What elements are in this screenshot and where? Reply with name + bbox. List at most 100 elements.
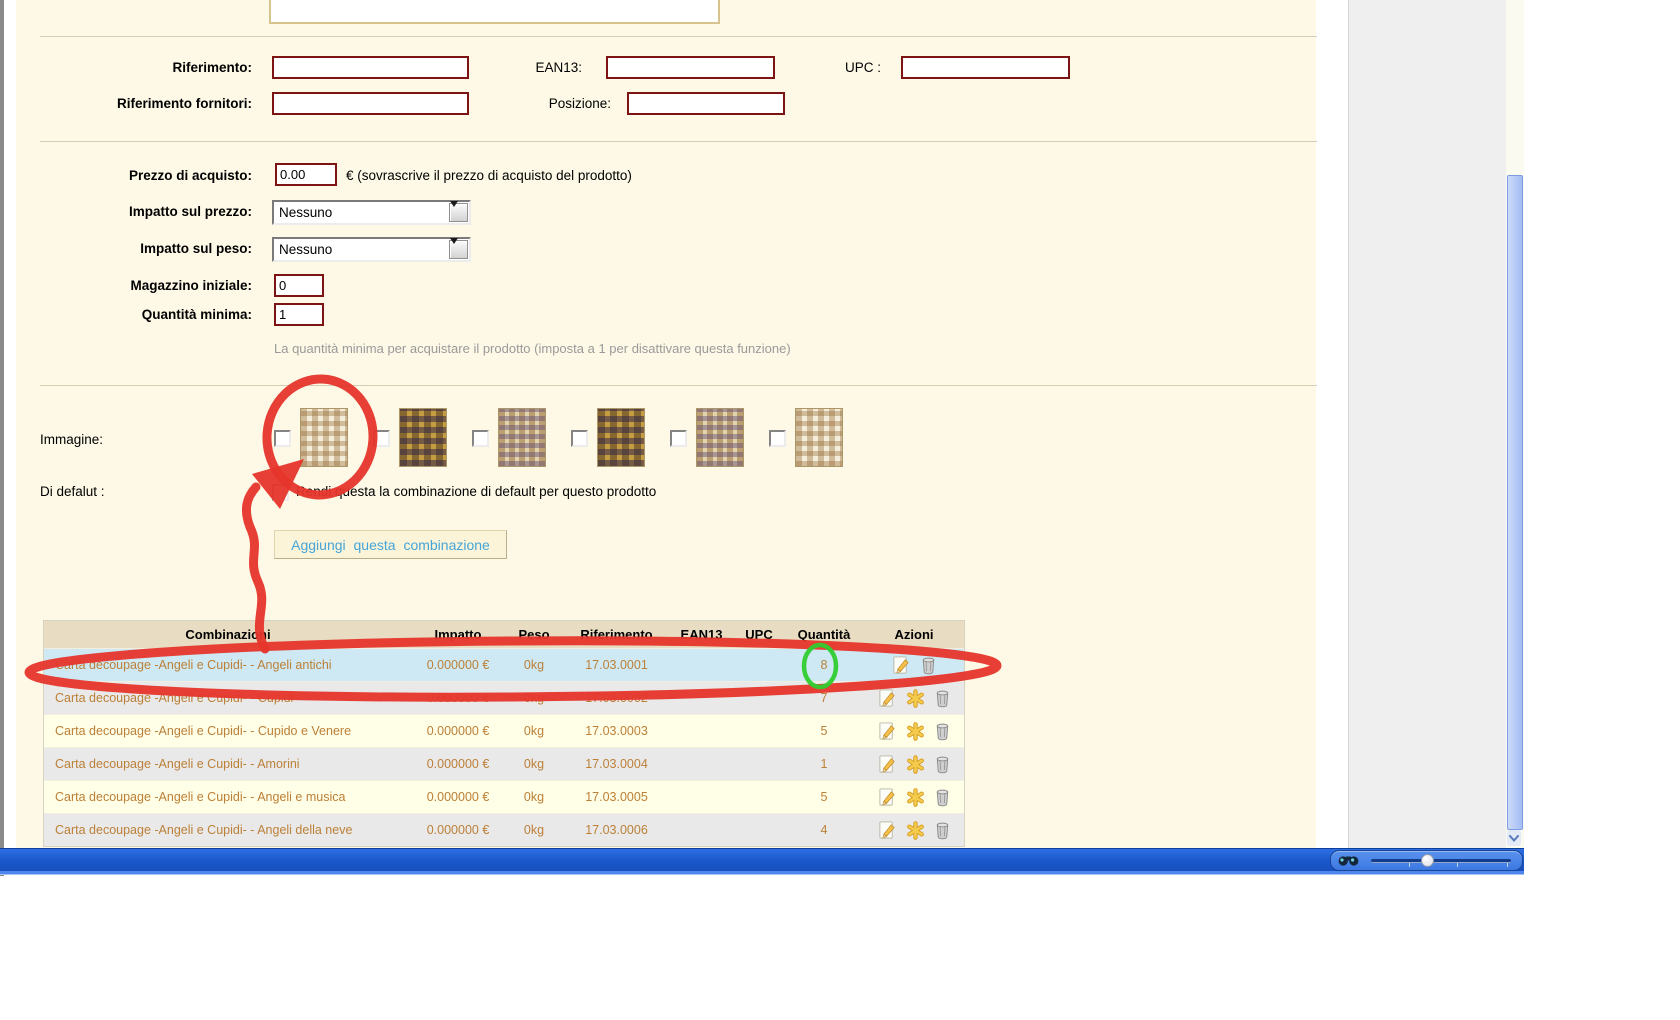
combination-image-thumbnail-6[interactable] bbox=[795, 408, 843, 467]
impatto-value: 0.000000 € bbox=[426, 691, 490, 705]
delete-combination-button[interactable] bbox=[934, 722, 951, 741]
quantita-minima-label: Quantità minima: bbox=[141, 307, 252, 322]
column-header-upc: UPC bbox=[745, 627, 773, 642]
chevron-down-icon[interactable] bbox=[449, 238, 468, 263]
default-checkbox-text: Rendi questa la combinazione di default … bbox=[296, 484, 657, 499]
riferimento-label: Riferimento: bbox=[172, 60, 252, 75]
table-row: Carta decoupage -Angeli e Cupidi- - Ange… bbox=[44, 780, 964, 813]
top-truncated-field[interactable] bbox=[269, 0, 720, 24]
column-header-quantita: Quantità bbox=[797, 627, 851, 642]
viewer-zoom-widget[interactable] bbox=[1330, 850, 1523, 871]
edit-combination-button[interactable] bbox=[878, 787, 897, 807]
section-divider bbox=[40, 385, 1317, 386]
trash-icon bbox=[936, 756, 948, 773]
trash-icon bbox=[936, 789, 948, 806]
peso-value: 0kg bbox=[523, 691, 545, 705]
magazzino-iniziale-label: Magazzino iniziale: bbox=[130, 278, 252, 293]
chevron-down-icon[interactable] bbox=[449, 201, 468, 226]
edit-combination-button[interactable] bbox=[878, 688, 897, 708]
combination-name: Carta decoupage -Angeli e Cupidi- - Ange… bbox=[55, 658, 332, 672]
peso-value: 0kg bbox=[523, 823, 545, 837]
combination-image-checkbox-1[interactable] bbox=[274, 430, 291, 447]
riferimento-input[interactable] bbox=[272, 56, 469, 79]
set-default-button[interactable] bbox=[906, 820, 925, 840]
riferimento-fornitori-input[interactable] bbox=[272, 92, 469, 115]
trash-icon bbox=[936, 690, 948, 707]
peso-value: 0kg bbox=[523, 790, 545, 804]
default-combination-checkbox[interactable] bbox=[272, 484, 289, 501]
add-combination-button[interactable]: Aggiungi questa combinazione bbox=[274, 530, 507, 559]
column-header-riferimento: Riferimento bbox=[580, 627, 653, 642]
delete-combination-button[interactable] bbox=[934, 689, 951, 708]
impatto-prezzo-label: Impatto sul prezzo: bbox=[128, 204, 252, 219]
table-row: Carta decoupage -Angeli e Cupidi- - Cupi… bbox=[44, 681, 964, 714]
pencil-icon bbox=[878, 754, 895, 773]
peso-value: 0kg bbox=[523, 757, 545, 771]
combination-image-thumbnail-2[interactable] bbox=[399, 408, 447, 467]
delete-combination-button[interactable] bbox=[934, 821, 951, 840]
scroll-down-button[interactable] bbox=[1507, 830, 1521, 846]
scrollbar-thumb[interactable] bbox=[1507, 175, 1523, 830]
immagine-label: Immagine: bbox=[40, 432, 104, 447]
column-header-azioni: Azioni bbox=[894, 627, 934, 642]
combination-image-thumbnail-1[interactable] bbox=[300, 408, 348, 467]
impatto-peso-label: Impatto sul peso: bbox=[140, 241, 252, 256]
magazzino-iniziale-input[interactable] bbox=[274, 274, 324, 297]
upc-input[interactable] bbox=[901, 56, 1070, 79]
impatto-peso-select[interactable]: Nessuno bbox=[272, 237, 471, 263]
pencil-icon bbox=[878, 688, 895, 707]
pencil-icon bbox=[892, 655, 909, 674]
combination-image-checkbox-5[interactable] bbox=[670, 430, 687, 447]
delete-combination-button[interactable] bbox=[920, 656, 937, 675]
riferimento-value: 17.03.0005 bbox=[585, 790, 648, 804]
combination-name: Carta decoupage -Angeli e Cupidi- - Cupi… bbox=[55, 724, 352, 738]
set-default-button[interactable] bbox=[906, 754, 925, 774]
quantita-minima-note: La quantità minima per acquistare il pro… bbox=[274, 341, 791, 356]
impatto-prezzo-select[interactable]: Nessuno bbox=[272, 200, 471, 226]
combination-image-thumbnail-4[interactable] bbox=[597, 408, 645, 467]
zoom-slider-tick bbox=[1507, 863, 1508, 867]
quantita-value: 5 bbox=[820, 790, 828, 804]
chevron-down-icon bbox=[1509, 834, 1519, 842]
zoom-slider[interactable] bbox=[1371, 859, 1511, 863]
set-default-button[interactable] bbox=[906, 688, 925, 708]
quantita-minima-input[interactable] bbox=[274, 303, 324, 326]
combination-image-checkbox-6[interactable] bbox=[769, 430, 786, 447]
edit-combination-button[interactable] bbox=[878, 820, 897, 840]
posizione-input[interactable] bbox=[627, 92, 785, 115]
set-default-button[interactable] bbox=[906, 721, 925, 741]
vertical-scrollbar[interactable] bbox=[1506, 0, 1524, 848]
product-combinations-form: Riferimento: EAN13: UPC : Riferimento fo… bbox=[16, 0, 1317, 848]
table-row: Carta decoupage -Angeli e Cupidi- - Amor… bbox=[44, 747, 964, 780]
combination-image-checkbox-3[interactable] bbox=[472, 430, 489, 447]
prezzo-acquisto-input[interactable] bbox=[275, 163, 337, 186]
edit-combination-button[interactable] bbox=[878, 754, 897, 774]
impatto-prezzo-selected-value: Nessuno bbox=[279, 205, 333, 220]
combination-image-checkbox-2[interactable] bbox=[373, 430, 390, 447]
edit-combination-button[interactable] bbox=[892, 655, 911, 675]
delete-combination-button[interactable] bbox=[934, 788, 951, 807]
impatto-value: 0.000000 € bbox=[426, 823, 490, 837]
combination-image-thumbnail-3[interactable] bbox=[498, 408, 546, 467]
delete-combination-button[interactable] bbox=[934, 755, 951, 774]
binoculars-icon[interactable] bbox=[1337, 854, 1361, 872]
window-left-edge bbox=[0, 0, 4, 876]
right-gray-panel bbox=[1348, 0, 1507, 848]
table-row: Carta decoupage -Angeli e Cupidi- - Cupi… bbox=[44, 714, 964, 747]
combination-image-checkbox-4[interactable] bbox=[571, 430, 588, 447]
quantita-value: 7 bbox=[820, 691, 828, 705]
pencil-icon bbox=[878, 787, 895, 806]
riferimento-value: 17.03.0003 bbox=[585, 724, 648, 738]
quantita-value: 1 bbox=[820, 757, 828, 771]
set-default-button[interactable] bbox=[906, 787, 925, 807]
ean13-input[interactable] bbox=[606, 56, 775, 79]
impatto-value: 0.000000 € bbox=[426, 790, 490, 804]
ean13-label: EAN13: bbox=[535, 60, 582, 75]
section-divider bbox=[40, 141, 1317, 142]
quantita-value: 8 bbox=[820, 658, 828, 672]
asterisk-icon bbox=[906, 688, 924, 708]
edit-combination-button[interactable] bbox=[878, 721, 897, 741]
posizione-label: Posizione: bbox=[548, 96, 611, 111]
combination-image-thumbnail-5[interactable] bbox=[696, 408, 744, 467]
zoom-slider-knob[interactable] bbox=[1421, 854, 1434, 867]
